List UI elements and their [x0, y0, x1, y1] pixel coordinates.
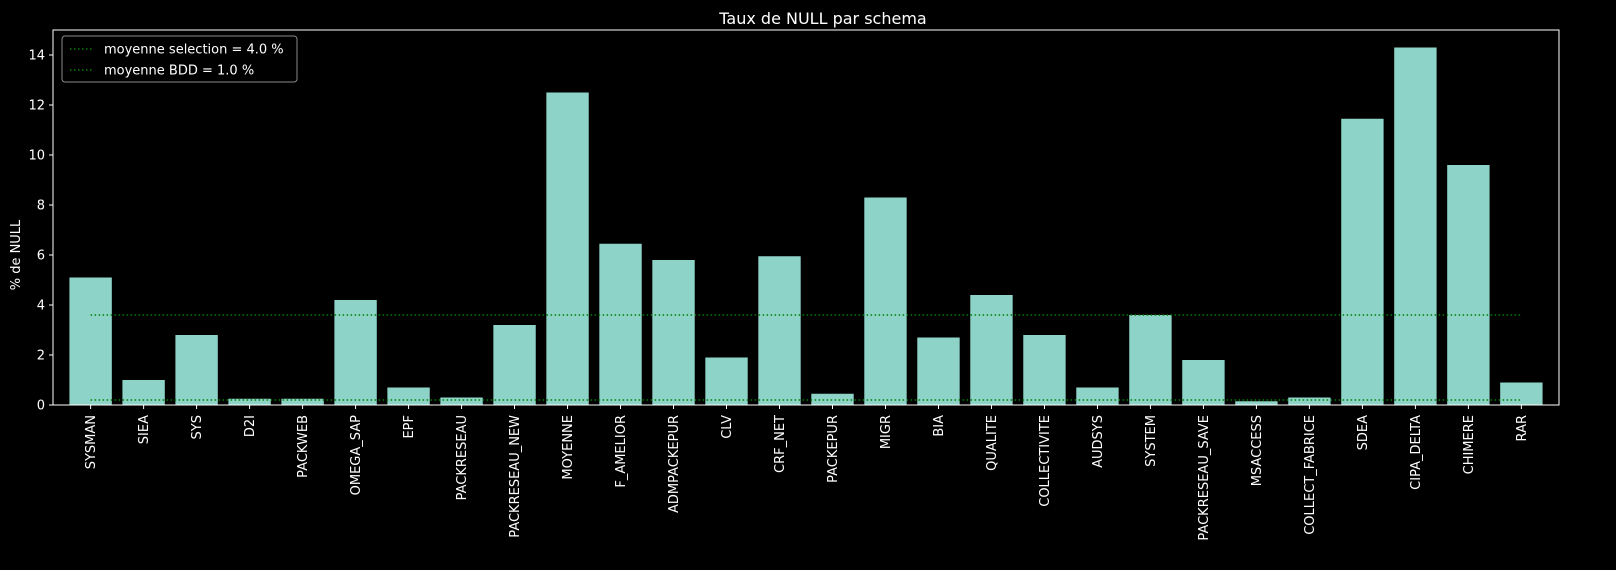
- legend-entry-label: moyenne BDD = 1.0 %: [104, 64, 254, 79]
- x-tick-label: OMEGA_SAP: [349, 415, 364, 496]
- x-tick-label: CLV: [720, 415, 735, 439]
- y-tick-label: 8: [37, 199, 45, 214]
- bar-packepur: [811, 393, 854, 405]
- x-tick-label: MSACCESS: [1250, 415, 1265, 486]
- bar-sysman: [69, 277, 112, 405]
- bar-collectivite: [1023, 335, 1066, 405]
- x-tick-label: D2I: [243, 415, 258, 437]
- bar-bia: [917, 337, 960, 405]
- x-tick-label: SYSMAN: [84, 415, 99, 469]
- y-tick-label: 2: [37, 349, 45, 364]
- chart-title: Taux de NULL par schema: [718, 9, 926, 28]
- bar-omega-sap: [334, 300, 377, 405]
- legend: moyenne selection = 4.0 % moyenne BDD = 1…: [61, 35, 298, 83]
- x-tick-label: QUALITE: [985, 415, 1000, 471]
- y-tick-label: 12: [28, 99, 45, 114]
- bar-crf-net: [758, 256, 801, 405]
- x-tick-label: PACKWEB: [296, 415, 311, 478]
- x-tick-label: PACKRESEAU_SAVE: [1197, 415, 1212, 541]
- bar-f-amelior: [599, 243, 642, 405]
- x-tick-label: SDEA: [1356, 415, 1371, 450]
- bar-siea: [122, 380, 165, 405]
- bar-sys: [175, 335, 218, 405]
- x-tick-label: CIPA_DELTA: [1409, 415, 1424, 490]
- bar-migr: [864, 197, 907, 405]
- bar-collect-fabrice: [1288, 397, 1331, 405]
- x-tick-label: ADMPACKEPUR: [667, 415, 682, 513]
- y-tick-label: 14: [28, 49, 45, 64]
- x-tick-label: EPF: [402, 415, 417, 439]
- x-tick-label: SYS: [190, 415, 205, 439]
- bar-system: [1129, 315, 1172, 405]
- bar-rar: [1500, 382, 1543, 405]
- bar-packreseau-new: [493, 325, 536, 405]
- y-tick-label: 4: [37, 299, 45, 314]
- x-tick-label: MOYENNE: [561, 415, 576, 480]
- bar-msaccess: [1235, 401, 1278, 405]
- bar-d2i: [228, 398, 271, 405]
- x-tick-label: AUDSYS: [1091, 415, 1106, 468]
- bar-audsys: [1076, 387, 1119, 405]
- legend-entry-label: moyenne selection = 4.0 %: [104, 43, 284, 58]
- x-tick-label: F_AMELIOR: [614, 415, 629, 488]
- y-tick-label: 10: [28, 149, 45, 164]
- x-tick-label: COLLECT_FABRICE: [1303, 415, 1318, 535]
- x-tick-label: MIGR: [879, 415, 894, 449]
- bar-packreseau-save: [1182, 360, 1225, 405]
- x-tick-label: RAR: [1515, 415, 1530, 441]
- y-axis-label: % de NULL: [9, 219, 24, 290]
- x-tick-label: SIEA: [137, 415, 152, 444]
- x-tick-label: PACKRESEAU: [455, 415, 470, 500]
- bar-admpackepur: [652, 260, 695, 405]
- bar-clv: [705, 357, 748, 405]
- bar-qualite: [970, 295, 1013, 405]
- bar-packweb: [281, 398, 324, 405]
- x-tick-label: CRF_NET: [773, 415, 788, 473]
- x-tick-label: PACKRESEAU_NEW: [508, 415, 523, 538]
- x-tick-label: COLLECTIVITE: [1038, 415, 1053, 507]
- bar-moyenne: [546, 92, 589, 405]
- y-tick-label: 0: [37, 399, 45, 414]
- x-tick-label: CHIMERE: [1462, 415, 1477, 474]
- bar-packreseau: [440, 397, 483, 405]
- axes-frame: [52, 29, 1560, 406]
- x-tick-label: PACKEPUR: [826, 415, 841, 483]
- y-tick-label: 6: [37, 249, 45, 264]
- x-tick-label: SYSTEM: [1144, 415, 1159, 467]
- bar-cipa-delta: [1394, 47, 1437, 405]
- bar-sdea: [1341, 118, 1384, 405]
- bar-chimere: [1447, 165, 1490, 405]
- bar-epf: [387, 387, 430, 405]
- legend-box: [61, 35, 298, 83]
- plot-area: 0 2 4 6 8 10 12 14 SYSMAN SIEA SYS D2I PACKWEB OMEGA_…: [28, 29, 1560, 541]
- x-tick-label: BIA: [932, 415, 947, 437]
